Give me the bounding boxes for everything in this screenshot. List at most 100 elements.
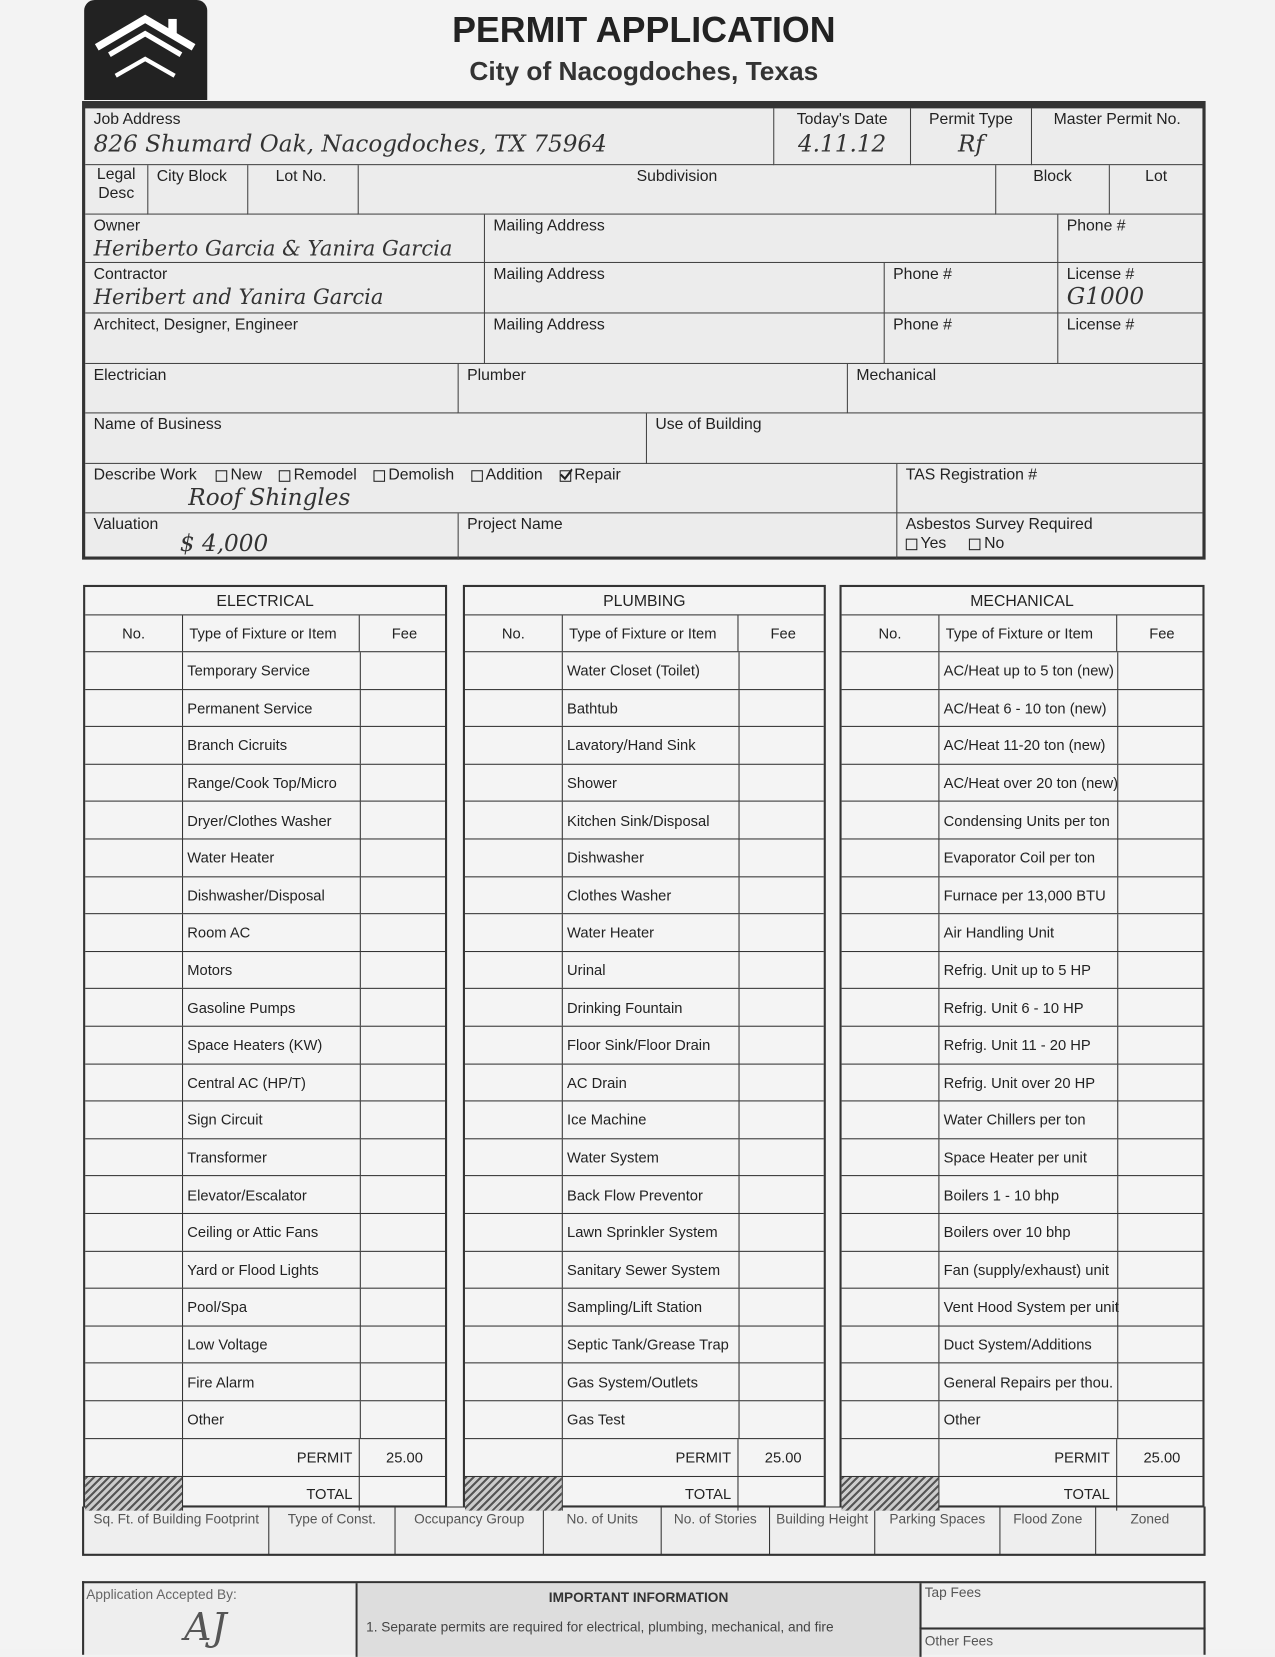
business-name-field[interactable]: Name of Business — [85, 413, 647, 464]
describe-work-remodel-checkbox[interactable]: Remodel — [278, 466, 357, 484]
contractor-mailing-field[interactable]: Mailing Address — [484, 263, 885, 314]
contractor-license-field[interactable]: License # G1000 — [1058, 263, 1203, 314]
asbestos-no-checkbox[interactable]: No — [969, 534, 1004, 552]
fee-cell[interactable] — [738, 876, 828, 914]
fee-cell[interactable] — [738, 1139, 828, 1176]
architect-phone-field[interactable]: Phone # — [884, 313, 1059, 364]
tap-fees-field[interactable]: Tap Fees — [919, 1583, 1206, 1630]
building-info-field[interactable]: Occupancy Group — [396, 1507, 544, 1555]
fee-cell[interactable] — [1117, 727, 1206, 764]
fee-cell[interactable] — [359, 1326, 449, 1363]
no-cell[interactable] — [842, 914, 940, 951]
fee-cell[interactable] — [359, 1064, 449, 1101]
owner-mailing-field[interactable]: Mailing Address — [484, 214, 1059, 263]
fee-cell[interactable] — [738, 1101, 828, 1139]
no-cell[interactable] — [85, 1326, 184, 1363]
fee-cell[interactable] — [738, 989, 828, 1026]
fee-cell[interactable] — [738, 951, 828, 989]
describe-work-new-checkbox[interactable]: New — [215, 466, 262, 484]
other-fees-field[interactable]: Other Fees — [919, 1629, 1205, 1657]
no-cell[interactable] — [85, 802, 184, 839]
fee-cell[interactable] — [1117, 1288, 1206, 1326]
owner-phone-field[interactable]: Phone # — [1058, 215, 1203, 263]
no-cell[interactable] — [85, 764, 184, 801]
no-cell[interactable] — [842, 1251, 940, 1288]
no-cell[interactable] — [85, 1288, 184, 1326]
fee-cell[interactable] — [738, 1363, 828, 1401]
lot-no-field[interactable]: Lot No. — [248, 165, 359, 215]
architect-license-field[interactable]: License # — [1058, 313, 1203, 364]
fee-cell[interactable] — [738, 839, 828, 876]
no-cell[interactable] — [465, 727, 563, 764]
describe-work-field[interactable]: Describe Work New Remodel Demolish Addition R… — [85, 463, 898, 514]
no-cell[interactable] — [842, 1026, 940, 1064]
fee-cell[interactable] — [1117, 652, 1206, 689]
no-cell[interactable] — [842, 727, 940, 764]
fee-cell[interactable] — [738, 764, 828, 801]
todays-date-field[interactable]: Today's Date 4.11.12 — [774, 108, 912, 166]
no-cell[interactable] — [842, 1176, 940, 1213]
no-cell[interactable] — [465, 1176, 563, 1213]
no-cell[interactable] — [465, 1363, 563, 1401]
no-cell[interactable] — [842, 802, 940, 839]
no-cell[interactable] — [465, 1026, 563, 1064]
no-cell[interactable] — [465, 1064, 563, 1101]
no-cell[interactable] — [85, 1401, 184, 1438]
fee-cell[interactable] — [1117, 914, 1206, 951]
no-cell[interactable] — [465, 1251, 563, 1288]
fee-cell[interactable] — [359, 1363, 449, 1401]
no-cell[interactable] — [842, 652, 940, 689]
valuation-field[interactable]: Valuation $ 4,000 — [85, 513, 459, 560]
fee-cell[interactable] — [1117, 1214, 1206, 1251]
fee-cell[interactable] — [359, 1401, 449, 1438]
contractor-phone-field[interactable]: Phone # — [884, 263, 1059, 314]
fee-cell[interactable] — [1117, 951, 1206, 989]
no-cell[interactable] — [465, 1139, 563, 1176]
job-address-field[interactable]: Job Address 826 Shumard Oak, Nacogdoches,… — [85, 108, 775, 166]
no-cell[interactable] — [842, 951, 940, 989]
no-cell[interactable] — [85, 1026, 184, 1064]
subdivision-field[interactable]: Subdivision — [358, 165, 997, 215]
building-info-field[interactable]: Sq. Ft. of Building Footprint — [84, 1507, 270, 1555]
no-cell[interactable] — [85, 1176, 184, 1213]
fee-cell[interactable] — [738, 1214, 828, 1251]
describe-work-addition-checkbox[interactable]: Addition — [470, 466, 543, 484]
fee-cell[interactable] — [1117, 989, 1206, 1026]
asbestos-yes-checkbox[interactable]: Yes — [905, 534, 946, 552]
no-cell[interactable] — [842, 1326, 940, 1363]
fee-cell[interactable] — [1117, 1363, 1206, 1401]
fee-cell[interactable] — [1117, 1251, 1206, 1288]
fee-cell[interactable] — [359, 1288, 449, 1326]
fee-cell[interactable] — [738, 1176, 828, 1213]
fee-cell[interactable] — [359, 839, 449, 876]
fee-cell[interactable] — [359, 1251, 449, 1288]
no-cell[interactable] — [465, 652, 563, 689]
no-cell[interactable] — [85, 1363, 184, 1401]
fee-cell[interactable] — [359, 951, 449, 989]
no-cell[interactable] — [85, 1064, 184, 1101]
fee-cell[interactable] — [359, 1026, 449, 1064]
no-cell[interactable] — [842, 1401, 940, 1438]
no-cell[interactable] — [465, 989, 563, 1026]
no-cell[interactable] — [842, 689, 940, 727]
fee-cell[interactable] — [359, 652, 449, 689]
no-cell[interactable] — [465, 1326, 563, 1363]
no-cell[interactable] — [465, 951, 563, 989]
city-block-field[interactable]: City Block — [148, 165, 249, 215]
fee-cell[interactable] — [359, 802, 449, 839]
total-fee[interactable] — [360, 1477, 449, 1511]
fee-cell[interactable] — [738, 1026, 828, 1064]
no-cell[interactable] — [465, 1101, 563, 1139]
no-cell[interactable] — [85, 1214, 184, 1251]
no-cell[interactable] — [85, 951, 184, 989]
no-cell[interactable] — [85, 839, 184, 876]
no-cell[interactable] — [842, 764, 940, 801]
no-cell[interactable] — [842, 1064, 940, 1101]
building-info-field[interactable]: No. of Units — [544, 1507, 662, 1555]
no-cell[interactable] — [85, 989, 184, 1026]
contractor-field[interactable]: Contractor Heribert and Yanira Garcia — [85, 263, 485, 314]
building-info-field[interactable]: No. of Stories — [662, 1507, 771, 1555]
no-cell[interactable] — [842, 1288, 940, 1326]
fee-cell[interactable] — [359, 989, 449, 1026]
permit-type-field[interactable]: Permit Type Rf — [911, 108, 1033, 166]
